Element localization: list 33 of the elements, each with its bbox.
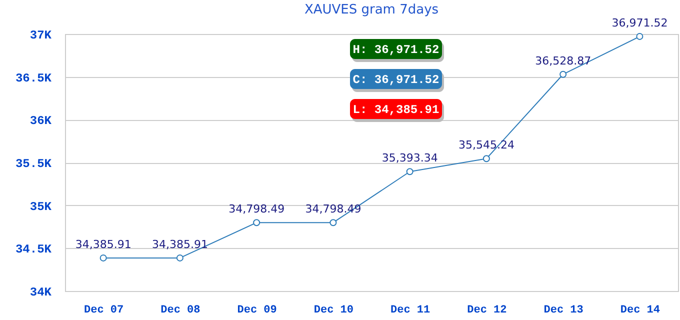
data-label: 36,971.52 (612, 16, 668, 30)
annotation: C: 36,971.52 (352, 73, 440, 87)
y-tick-label: 36.5K (15, 71, 52, 86)
point (636, 32, 644, 40)
x-tick-label: Dec 08 (160, 304, 201, 316)
point (330, 219, 337, 226)
y-tick-label: 36K (30, 114, 52, 128)
annotation: H: 36,971.52 (352, 43, 440, 57)
data-label: 34,385.91 (75, 238, 132, 251)
x-tick-label: Dec 11 (390, 304, 431, 316)
point (482, 155, 490, 162)
x-tick-label: Dec 09 (237, 304, 277, 316)
y-tick-label: 35K (30, 200, 52, 214)
x-tick-label: Dec 10 (314, 304, 354, 316)
x-tick-label: Dec 07 (84, 304, 124, 316)
point (406, 168, 414, 176)
data-label: 34,798.49 (228, 202, 285, 216)
point (176, 254, 184, 262)
annotation: L: 34,385.91 (352, 103, 440, 117)
x-tick-label: Dec 12 (467, 304, 507, 316)
chart-title: XAUVES gram 7days (304, 2, 439, 18)
x-tick-label: Dec 13 (544, 304, 584, 316)
point (253, 219, 260, 226)
y-tick-label: 37K (30, 28, 52, 42)
y-tick-label: 34.5K (15, 242, 52, 257)
x-tick-label: Dec 14 (620, 304, 660, 316)
data-label: 34,385.91 (152, 238, 208, 251)
y-tick-label: 34K (30, 286, 52, 300)
y-tick-label: 35.5K (15, 157, 52, 171)
point (100, 254, 107, 262)
data-label: 35,393.34 (382, 152, 438, 165)
data-label: 36,528.87 (535, 54, 592, 68)
point (560, 70, 567, 78)
